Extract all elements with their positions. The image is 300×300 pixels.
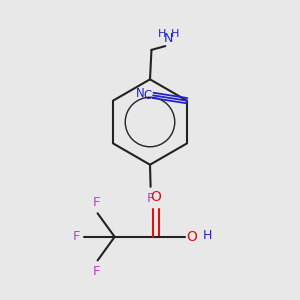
Text: N: N [136, 87, 145, 100]
Text: H: H [202, 229, 212, 242]
Text: F: F [147, 192, 154, 205]
Text: O: O [151, 190, 161, 204]
Text: F: F [93, 196, 100, 209]
Text: H: H [171, 29, 179, 39]
Text: C: C [144, 88, 152, 102]
Text: O: O [187, 230, 197, 244]
Text: N: N [164, 32, 173, 46]
Text: H: H [158, 29, 166, 39]
Text: F: F [73, 230, 80, 243]
Text: F: F [93, 265, 100, 278]
